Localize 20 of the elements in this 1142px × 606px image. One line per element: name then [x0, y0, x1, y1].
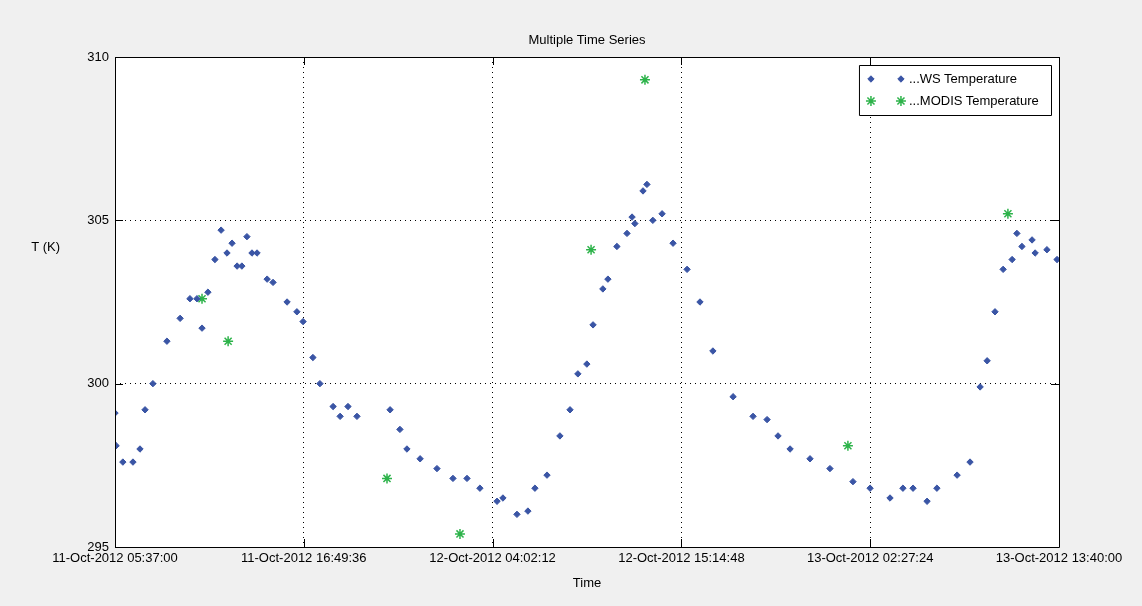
x-tick-label: 11-Oct-2012 16:49:36 [241, 550, 367, 566]
x-tick-label: 13-Oct-2012 02:27:24 [806, 550, 934, 566]
point [585, 243, 597, 256]
point [381, 472, 393, 485]
legend-label: ...MODIS Temperature [908, 92, 1039, 108]
point [1002, 208, 1014, 220]
y-axis-title: T (K) [31, 238, 60, 254]
chart-title: Multiple Time Series [528, 32, 647, 48]
y-tick-label: 300 [87, 375, 109, 391]
x-tick-label: 12-Oct-2012 04:02:12 [429, 550, 556, 566]
y-tick-label: 310 [87, 48, 109, 64]
x-axis-title: Time [572, 575, 602, 591]
point [639, 74, 651, 86]
point [454, 528, 466, 540]
point [842, 439, 854, 452]
x-tick-label: 13-Oct-2012 13:40:00 [995, 550, 1123, 566]
y-tick-label: 305 [87, 211, 109, 227]
point [222, 335, 234, 347]
x-tick-label: 12-Oct-2012 15:14:48 [618, 550, 745, 566]
legend-label: ...WS Temperature [908, 70, 1018, 86]
